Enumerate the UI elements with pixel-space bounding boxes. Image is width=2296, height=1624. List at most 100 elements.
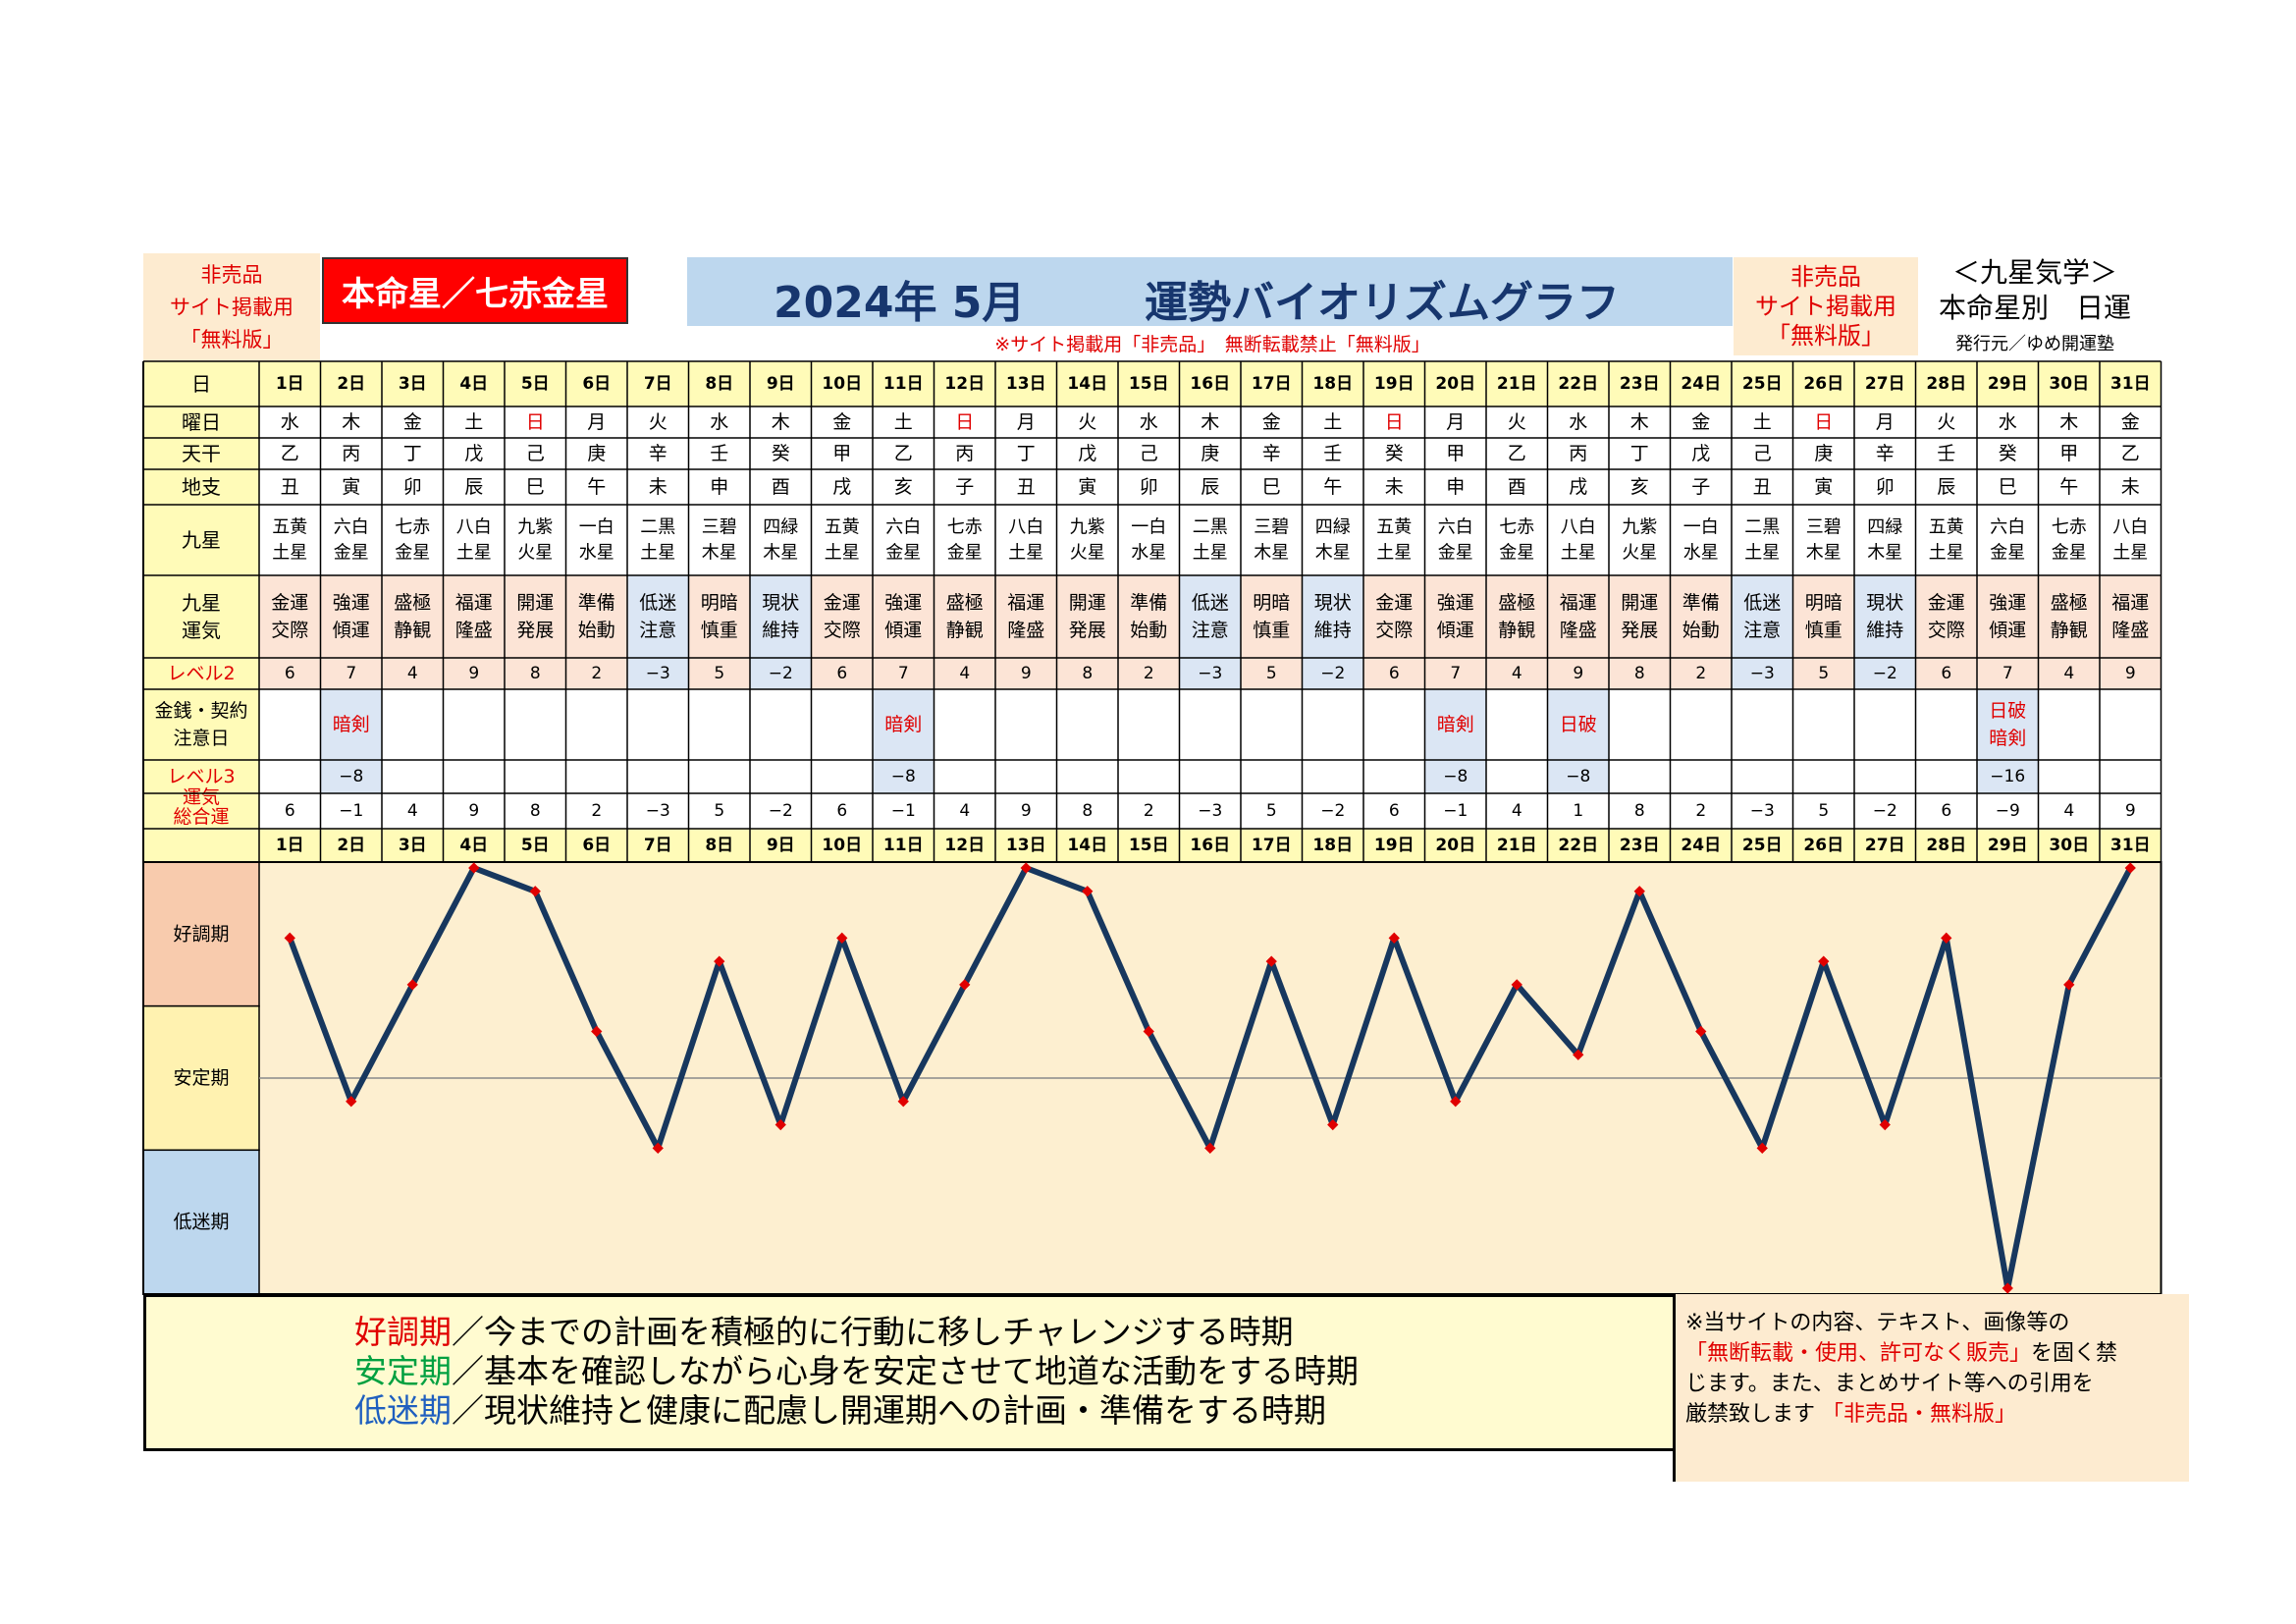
level2-value: 4 xyxy=(959,664,970,683)
kyusei-label: 水星 xyxy=(579,543,614,564)
data-point xyxy=(836,932,848,944)
data-point xyxy=(652,1142,664,1154)
tenkan-label: 壬 xyxy=(1323,443,1342,464)
level2-cell-bg xyxy=(2038,658,2100,689)
data-point xyxy=(1020,862,1032,874)
day-label: 28日 xyxy=(1926,374,1966,394)
warning-cell-bg xyxy=(873,689,934,760)
level2-value: 6 xyxy=(285,664,295,683)
kyusei-label: 金星 xyxy=(1438,543,1473,564)
total-value: 5 xyxy=(714,801,724,821)
note-line: 「無料版」 xyxy=(180,327,284,352)
chishi-label: 卯 xyxy=(1140,476,1158,498)
unki-label: 盛極 xyxy=(394,592,431,614)
unki-label: 傾運 xyxy=(333,620,370,641)
chishi-label: 未 xyxy=(1385,476,1404,498)
total-value: 1 xyxy=(1573,801,1583,821)
level2-cell-bg xyxy=(873,658,934,689)
kyusei-label: 土星 xyxy=(640,543,675,564)
level2-value: −3 xyxy=(1750,664,1775,683)
unki-label: 注意 xyxy=(639,620,676,641)
total-value: 6 xyxy=(1389,801,1400,821)
unki-label: 慎重 xyxy=(1253,620,1290,641)
total-value: 6 xyxy=(836,801,847,821)
level2-value: 8 xyxy=(1634,664,1645,683)
chishi-label: 丑 xyxy=(281,476,299,498)
kinsen-warning: 暗剣 xyxy=(333,714,370,735)
level2-cell-bg xyxy=(1854,658,1916,689)
legend-term: 好調期 xyxy=(354,1313,452,1351)
unki-label: 低迷 xyxy=(1743,592,1781,614)
unki-label: 開運 xyxy=(1621,592,1658,614)
unki-cell-bg xyxy=(2038,575,2100,658)
level2-value: −2 xyxy=(1320,664,1345,683)
day-label: 5日 xyxy=(521,374,550,394)
kyusei-label: 水星 xyxy=(1131,543,1166,564)
row-label-total: 総合運 xyxy=(173,806,229,828)
weekday-label: 水 xyxy=(710,411,728,433)
level2-value: −2 xyxy=(769,664,793,683)
kyusei-label: 三碧 xyxy=(1254,517,1289,538)
level2-value: 6 xyxy=(836,664,847,683)
day-label: 14日 xyxy=(1067,836,1107,855)
kyusei-label: 金星 xyxy=(885,543,921,564)
row-label-bg xyxy=(143,469,259,505)
day-label: 31日 xyxy=(2110,836,2151,855)
kyusei-label: 二黒 xyxy=(640,517,675,538)
level2-cell-bg xyxy=(1486,658,1548,689)
warning-cell-bg xyxy=(1977,760,2039,793)
chishi-label: 亥 xyxy=(1630,476,1649,498)
unki-label: 隆盛 xyxy=(1007,620,1044,641)
weekday-label: 水 xyxy=(281,411,299,433)
tenkan-label: 己 xyxy=(1753,443,1772,464)
data-point xyxy=(714,955,725,967)
warning-cell-bg xyxy=(1547,689,1609,760)
day-label: 2日 xyxy=(337,374,365,394)
tenkan-label: 丙 xyxy=(342,443,360,464)
total-value: 4 xyxy=(407,801,418,821)
kyusei-label: 金星 xyxy=(395,543,430,564)
chishi-label: 寅 xyxy=(342,476,360,498)
note-line: サイト掲載用 xyxy=(1755,293,1896,320)
data-point xyxy=(1756,1142,1768,1154)
unki-label: 交際 xyxy=(1928,620,1965,641)
day-label: 21日 xyxy=(1497,836,1537,855)
day-label: 6日 xyxy=(582,374,611,394)
unki-cell-bg xyxy=(688,575,750,658)
kyusei-label: 六白 xyxy=(334,517,369,538)
level2-cell-bg xyxy=(750,658,812,689)
unki-cell-bg xyxy=(1670,575,1732,658)
data-point xyxy=(959,979,971,991)
data-point xyxy=(2124,862,2136,874)
level2-cell-bg xyxy=(1118,658,1180,689)
level2-cell-bg xyxy=(1670,658,1732,689)
weekday-label: 水 xyxy=(1569,411,1587,433)
page-title: 運勢バイオリズムグラフ xyxy=(1145,278,1620,328)
tenkan-label: 丙 xyxy=(1569,443,1587,464)
unki-cell-bg xyxy=(1915,575,1977,658)
weekday-label: 土 xyxy=(1323,411,1342,433)
chishi-label: 辰 xyxy=(464,476,483,498)
level2-value: 6 xyxy=(1389,664,1400,683)
tenkan-label: 戊 xyxy=(464,443,483,464)
unki-label: 低迷 xyxy=(1192,592,1229,614)
row-label-level2: レベル2 xyxy=(167,663,235,684)
day-label: 7日 xyxy=(644,374,672,394)
day-label: 30日 xyxy=(2049,374,2089,394)
legend-text: ／基本を確認しながら心身を安定させて地道な活動をする時期 xyxy=(452,1352,1359,1390)
unki-label: 維持 xyxy=(1314,620,1352,641)
legend-term: 安定期 xyxy=(354,1352,452,1390)
tenkan-label: 庚 xyxy=(1201,443,1219,464)
chishi-label: 辰 xyxy=(1937,476,1955,498)
level2-cell-bg xyxy=(1547,658,1609,689)
total-value: 8 xyxy=(1082,801,1093,821)
weekday-label: 月 xyxy=(1017,411,1036,433)
kyusei-label: 七赤 xyxy=(395,517,430,538)
band-label: 安定期 xyxy=(173,1067,229,1089)
copyright-line: じます。また、まとめサイト等への引用を xyxy=(1685,1372,2094,1396)
row-label-level3: レベル3 xyxy=(167,766,235,787)
unki-cell-bg xyxy=(1732,575,1793,658)
row-label-bg xyxy=(143,438,259,469)
kinsen-warning: 暗剣 xyxy=(1437,714,1474,735)
tenkan-label: 乙 xyxy=(2121,443,2140,464)
